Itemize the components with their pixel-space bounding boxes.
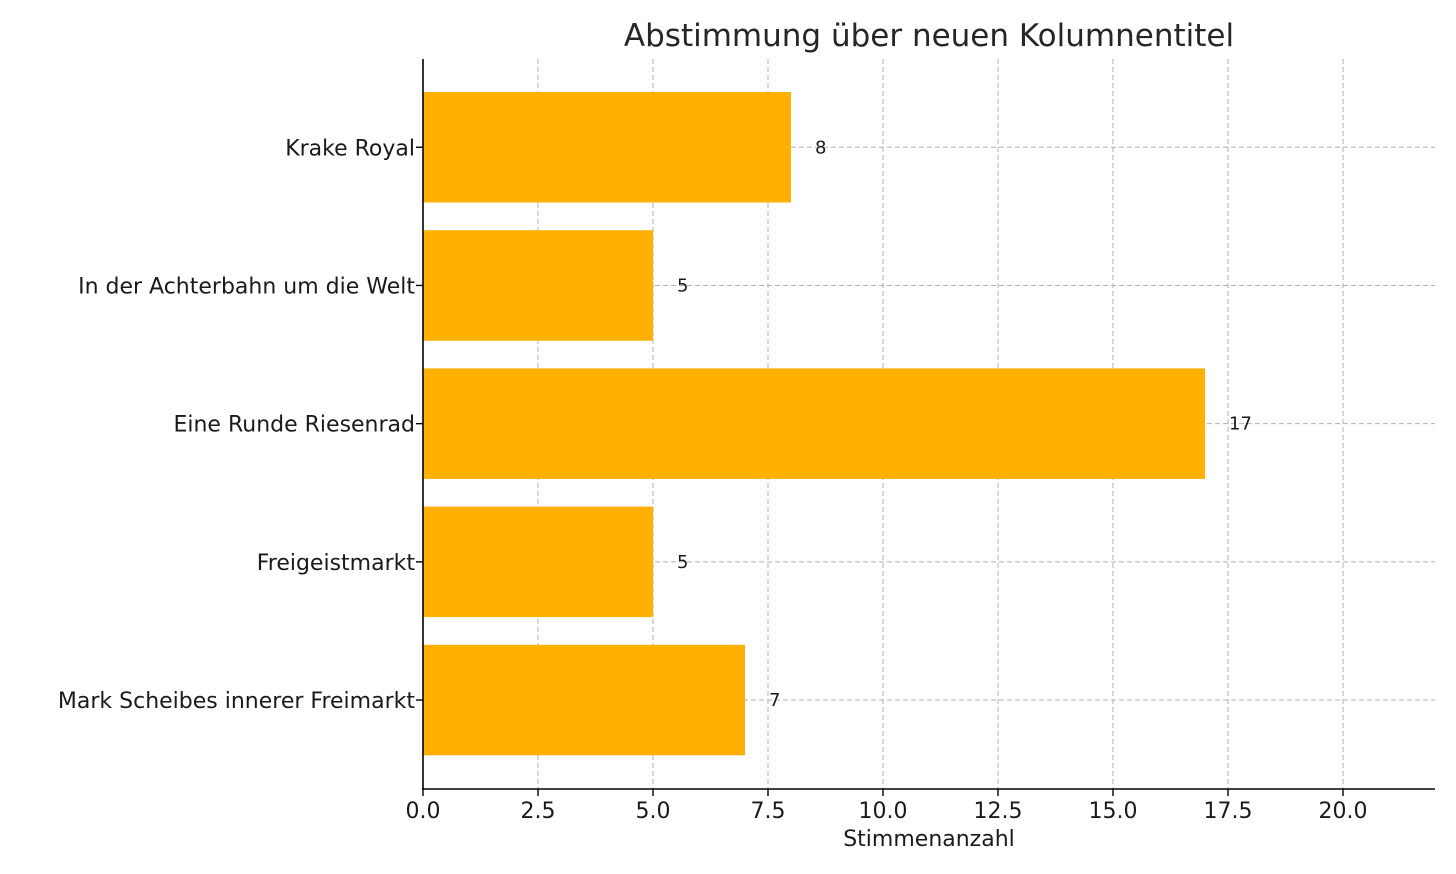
bar bbox=[423, 506, 653, 618]
x-axis-title: Stimmenanzahl bbox=[843, 827, 1015, 852]
category-label: In der Achterbahn um die Welt bbox=[78, 274, 415, 299]
category-label: Freigeistmarkt bbox=[257, 551, 416, 576]
bar bbox=[423, 644, 745, 756]
x-tick-label: 2.5 bbox=[521, 799, 556, 824]
value-label: 17 bbox=[1229, 414, 1252, 435]
bar bbox=[423, 230, 653, 341]
value-label: 8 bbox=[815, 137, 826, 158]
bar bbox=[423, 368, 1205, 479]
bars bbox=[423, 92, 1205, 756]
x-tick-label: 0.0 bbox=[406, 799, 441, 824]
value-label: 5 bbox=[677, 552, 688, 573]
bar bbox=[423, 92, 791, 203]
x-tick-label: 20.0 bbox=[1319, 799, 1368, 824]
x-ticks: 0.0 2.5 5.0 7.5 10.0 12.5 15.0 17.5 20.0 bbox=[406, 789, 1368, 824]
value-label: 5 bbox=[677, 275, 688, 296]
x-tick-label: 10.0 bbox=[859, 799, 908, 824]
category-label: Mark Scheibes innerer Freimarkt bbox=[58, 689, 415, 714]
value-label: 7 bbox=[769, 690, 780, 711]
chart-title: Abstimmung über neuen Kolumnentitel bbox=[624, 18, 1234, 54]
x-tick-label: 7.5 bbox=[751, 799, 786, 824]
x-tick-label: 17.5 bbox=[1204, 799, 1253, 824]
y-ticks: Krake Royal In der Achterbahn um die Welt… bbox=[58, 136, 423, 714]
x-tick-label: 5.0 bbox=[636, 799, 671, 824]
x-tick-label: 15.0 bbox=[1089, 799, 1138, 824]
category-label: Eine Runde Riesenrad bbox=[173, 413, 415, 438]
x-tick-label: 12.5 bbox=[974, 799, 1023, 824]
category-label: Krake Royal bbox=[285, 136, 415, 161]
value-labels: 8 5 17 5 7 bbox=[677, 137, 1252, 711]
